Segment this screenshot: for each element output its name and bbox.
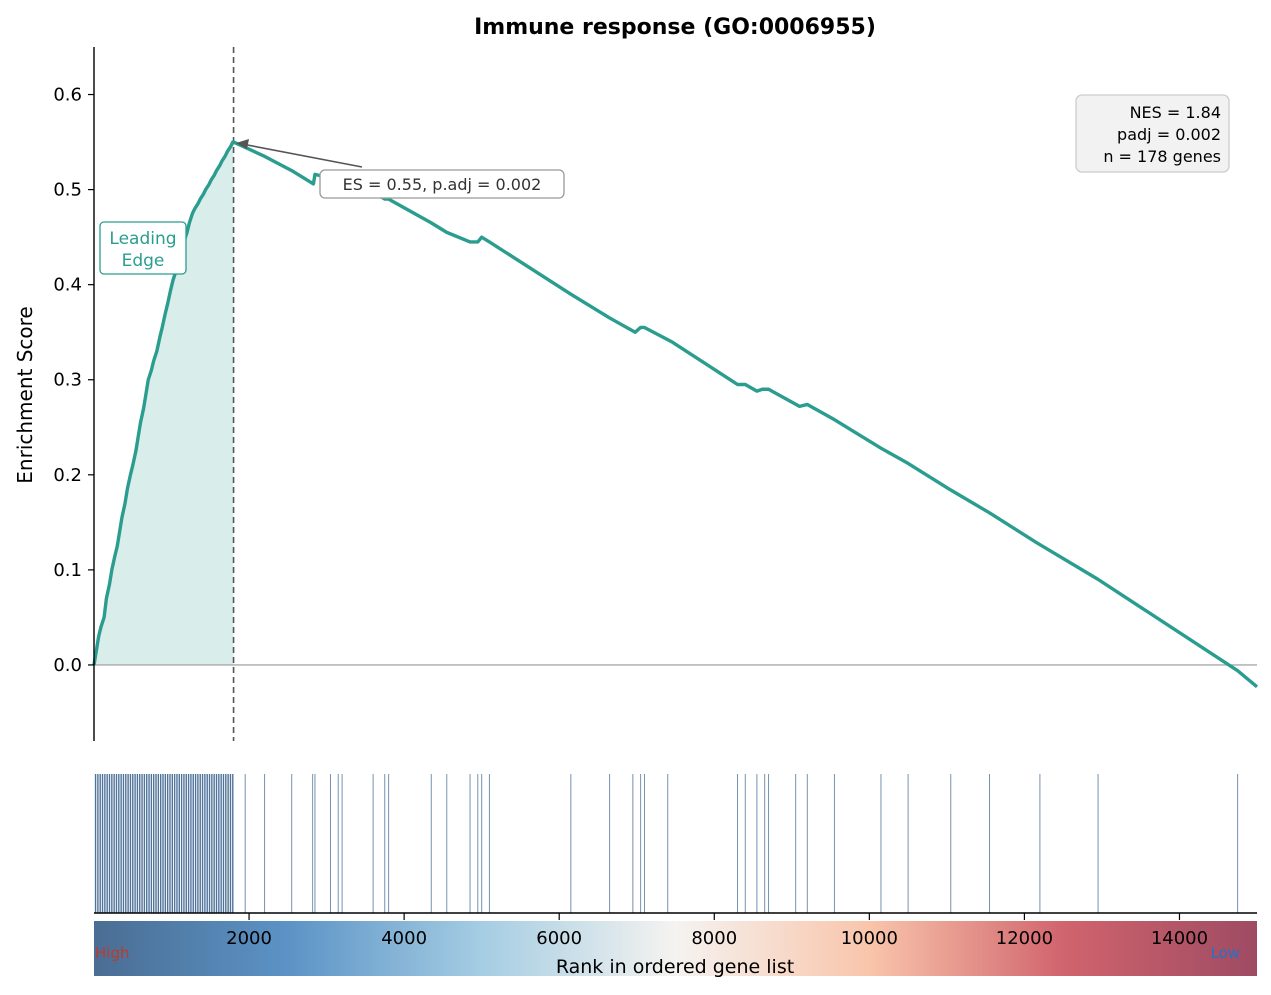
leading-edge-fill-layer <box>94 142 234 665</box>
x-tick-label: 4000 <box>381 928 427 949</box>
peak-annotation-box <box>319 169 565 199</box>
stats-box: NES = 1.84 padj = 0.002 n = 178 genes <box>1075 94 1230 173</box>
high-label: High <box>95 944 129 962</box>
x-tick-label: 12000 <box>996 928 1053 949</box>
x-tick-label: 8000 <box>691 928 737 949</box>
peak-annotation: ES = 0.55, p.adj = 0.002 <box>236 139 565 199</box>
x-axis-label: Rank in ordered gene list <box>556 956 794 978</box>
x-ticks: 2000 4000 6000 8000 10000 12000 14000 <box>226 913 1208 949</box>
rank-colorbar <box>94 921 1257 976</box>
x-tick-label: 6000 <box>536 928 582 949</box>
y-tick-label: 0.1 <box>53 560 82 581</box>
y-tick-label: 0.3 <box>53 370 82 391</box>
peak-arrow-line <box>241 143 363 168</box>
x-tick-label: 14000 <box>1151 928 1208 949</box>
y-axis-label: Enrichment Score <box>13 306 37 483</box>
y-tick-label: 0.6 <box>53 85 82 106</box>
chart-title: Immune response (GO:0006955) <box>474 15 876 40</box>
x-tick-label: 2000 <box>226 928 272 949</box>
y-tick-label: 0.0 <box>53 655 82 676</box>
y-ticks: 0.0 0.1 0.2 0.3 0.4 0.5 0.6 <box>53 85 94 676</box>
stats-n: n = 178 genes <box>1103 147 1221 166</box>
x-tick-label: 10000 <box>841 928 898 949</box>
peak-arrow-head <box>236 139 249 149</box>
stats-nes: NES = 1.84 <box>1130 103 1221 122</box>
stats-box-bg <box>1075 94 1230 173</box>
low-label: Low <box>1210 944 1240 962</box>
running-es-layer <box>92 140 1259 689</box>
leading-edge-box <box>99 221 187 275</box>
y-tick-label: 0.2 <box>53 465 82 486</box>
leading-edge-line1: Leading <box>109 229 176 249</box>
peak-annotation-text: ES = 0.55, p.adj = 0.002 <box>343 175 542 194</box>
running-es-line <box>92 140 1259 689</box>
leading-edge-label: Leading Edge <box>99 221 187 275</box>
stats-padj: padj = 0.002 <box>1117 125 1221 144</box>
y-tick-label: 0.4 <box>53 275 82 296</box>
leading-edge-line2: Edge <box>122 251 165 271</box>
y-tick-label: 0.5 <box>53 180 82 201</box>
leading-edge-fill <box>94 142 234 665</box>
gene-hit-ticks <box>94 774 1239 913</box>
